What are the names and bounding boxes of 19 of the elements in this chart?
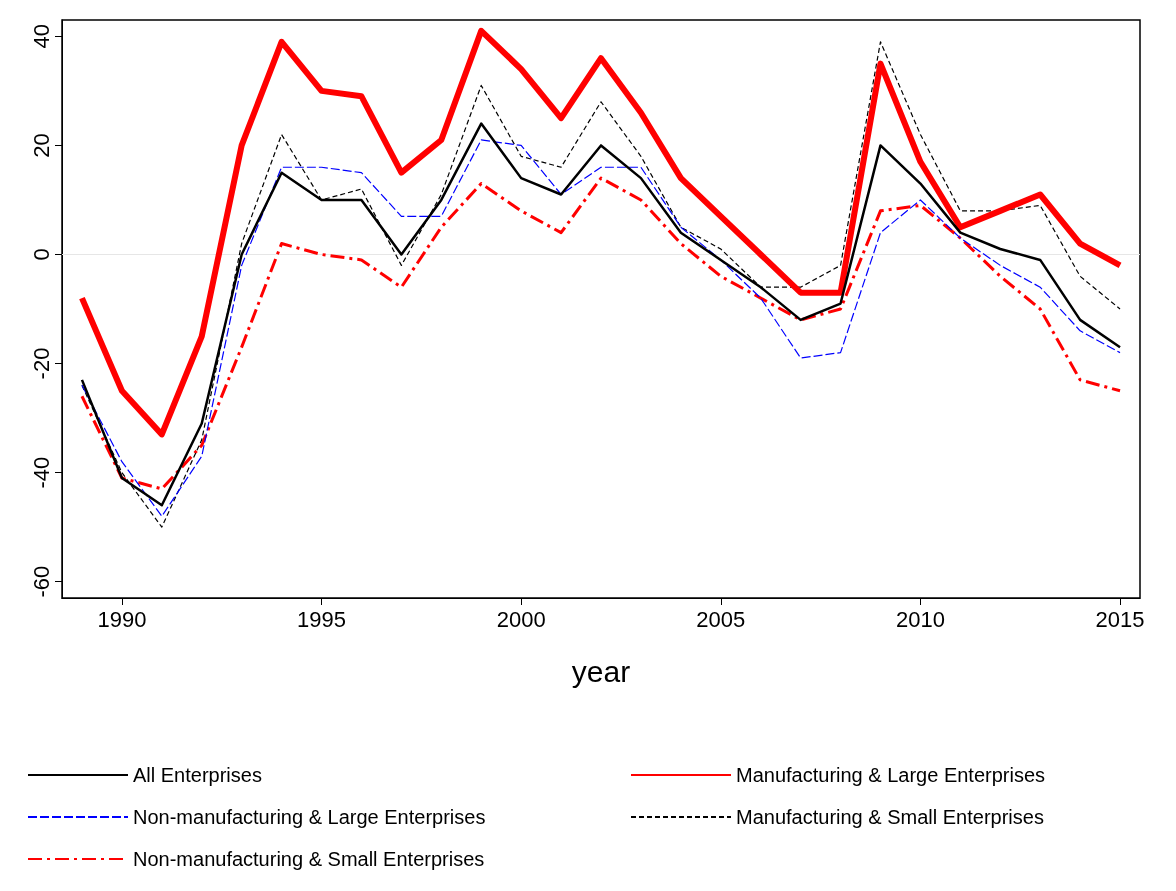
legend-label: Non-manufacturing & Large Enterprises: [133, 806, 486, 828]
legend-label: Manufacturing & Large Enterprises: [736, 764, 1046, 786]
x-tick-label: 2015: [1095, 606, 1145, 632]
legend-label: All Enterprises: [133, 764, 262, 786]
x-tick-label: 2005: [696, 606, 746, 632]
line-series: [80, 176, 1122, 491]
y-tick-label: 0: [28, 248, 54, 261]
x-tick-label: 2000: [496, 606, 546, 632]
y-tick-label: -40: [28, 456, 54, 489]
legend-label: Manufacturing & Small Enterprises: [736, 806, 1044, 828]
y-tick-label: -20: [28, 347, 54, 380]
x-tick-label: 1990: [97, 606, 147, 632]
x-axis-title: year: [571, 654, 631, 688]
y-tick-label: 20: [28, 133, 54, 158]
x-tick-label: 1995: [297, 606, 346, 632]
x-tick-label: 2010: [895, 606, 945, 632]
legend-label: Non-manufacturing & Small Enterprises: [133, 848, 485, 870]
y-tick-label: 40: [28, 24, 54, 49]
y-tick-label: -60: [28, 565, 54, 598]
